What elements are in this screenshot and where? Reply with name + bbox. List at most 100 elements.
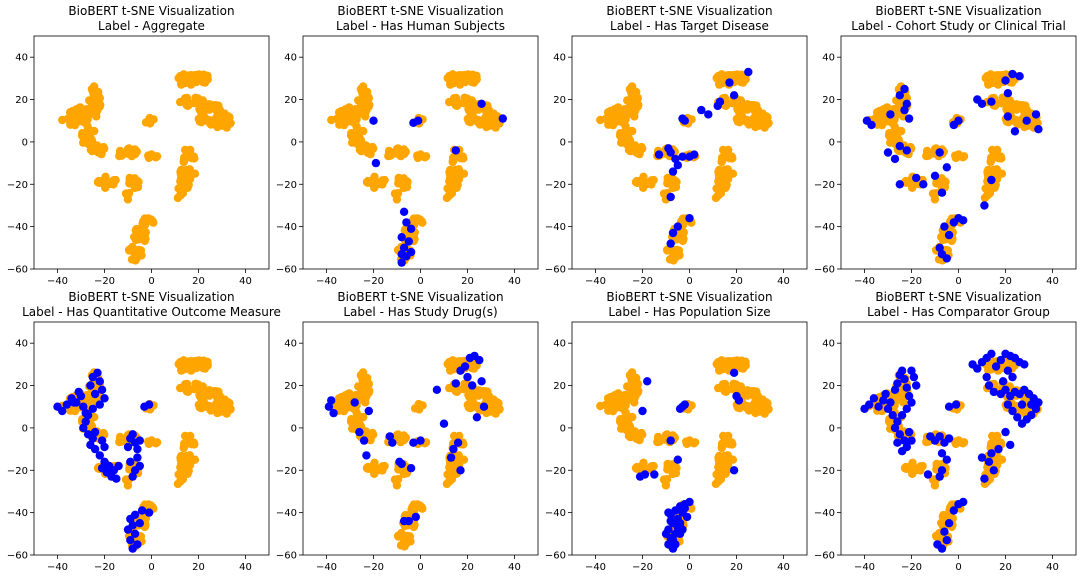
- blue-point: [897, 447, 907, 456]
- x-tick-label: 0: [148, 276, 154, 287]
- orange-point: [131, 146, 140, 156]
- orange-point: [723, 174, 733, 184]
- orange-point: [610, 105, 619, 114]
- orange-point: [176, 190, 185, 200]
- orange-point: [86, 145, 96, 155]
- blue-point: [996, 355, 1005, 365]
- blue-point: [940, 527, 949, 536]
- x-tick-label: 20: [192, 276, 205, 287]
- orange-point: [679, 228, 688, 237]
- orange-point: [718, 153, 727, 162]
- y-tick-label: 0: [829, 137, 835, 148]
- blue-point: [881, 389, 890, 399]
- orange-point: [394, 532, 403, 541]
- orange-point: [413, 214, 422, 223]
- blue-point: [902, 383, 911, 392]
- y-tick-label: 20: [284, 381, 297, 392]
- orange-point: [995, 152, 1004, 162]
- chart-subtitle: Label - Has Study Drug(s): [343, 305, 497, 319]
- blue-point: [477, 99, 486, 109]
- blue-point: [135, 519, 144, 528]
- blue-point: [732, 391, 741, 401]
- orange-point: [125, 246, 134, 255]
- blue-point: [912, 173, 921, 183]
- orange-point: [954, 152, 964, 161]
- blue-point: [1003, 89, 1013, 98]
- blue-point: [409, 118, 418, 128]
- x-tick-label: −20: [94, 562, 115, 573]
- blue-point: [865, 400, 874, 409]
- orange-point: [215, 406, 225, 415]
- orange-point: [355, 128, 364, 137]
- orange-point: [939, 510, 948, 520]
- blue-point: [900, 436, 909, 445]
- blue-point: [1027, 400, 1036, 409]
- blue-point: [942, 455, 951, 464]
- chart-title: BioBERT t-SNE Visualization: [337, 4, 503, 18]
- orange-point: [718, 439, 727, 448]
- blue-point: [135, 436, 144, 445]
- blue-point: [980, 201, 989, 210]
- y-tick-label: −60: [814, 265, 835, 276]
- orange-point: [93, 106, 102, 115]
- x-tick-label: −20: [632, 276, 653, 287]
- blue-point: [406, 464, 416, 473]
- orange-point: [649, 175, 658, 185]
- orange-point: [918, 461, 927, 471]
- blue-point: [942, 254, 951, 263]
- orange-point: [983, 190, 992, 200]
- orange-point: [719, 145, 728, 155]
- blue-point: [1001, 385, 1010, 394]
- orange-point: [445, 476, 454, 486]
- orange-point: [464, 403, 473, 412]
- orange-point: [195, 403, 204, 412]
- orange-point: [394, 176, 403, 186]
- orange-point: [624, 431, 634, 441]
- blue-point: [902, 99, 911, 109]
- x-tick-label: −20: [632, 562, 653, 573]
- blue-point: [399, 243, 409, 252]
- orange-point: [363, 178, 372, 187]
- orange-point: [712, 470, 721, 479]
- y-tick-label: 20: [284, 95, 297, 106]
- blue-point: [88, 404, 98, 413]
- blue-point: [100, 394, 109, 403]
- blue-point: [937, 466, 947, 475]
- x-tick-label: 0: [686, 276, 692, 287]
- blue-point: [883, 148, 893, 157]
- x-tick-label: 40: [239, 562, 252, 573]
- orange-point: [722, 167, 731, 177]
- blue-point: [664, 508, 673, 517]
- blue-point: [93, 368, 102, 377]
- blue-point: [671, 540, 680, 549]
- orange-point: [185, 460, 195, 470]
- blue-point: [951, 400, 961, 409]
- y-tick-label: 20: [553, 381, 566, 392]
- orange-point: [58, 115, 67, 125]
- x-tick-label: 20: [999, 562, 1012, 573]
- blue-point: [902, 146, 911, 155]
- blue-point: [977, 453, 987, 462]
- orange-point: [225, 399, 234, 408]
- blue-point: [432, 385, 442, 394]
- blue-point: [640, 470, 650, 479]
- blue-point: [74, 387, 83, 397]
- chart-title: BioBERT t-SNE Visualization: [337, 290, 503, 304]
- blue-point: [973, 364, 982, 373]
- blue-point: [463, 372, 472, 382]
- orange-point: [886, 132, 896, 141]
- blue-point: [406, 224, 416, 233]
- chart-title: BioBERT t-SNE Visualization: [606, 4, 772, 18]
- orange-point: [879, 105, 888, 114]
- orange-point: [206, 102, 216, 111]
- orange-point: [714, 476, 723, 486]
- blue-point: [987, 449, 996, 458]
- points-layer: [596, 356, 773, 553]
- blue-point: [869, 394, 879, 403]
- orange-point: [132, 224, 141, 234]
- orange-point: [726, 152, 735, 162]
- blue-point: [128, 430, 137, 439]
- orange-point: [140, 220, 150, 230]
